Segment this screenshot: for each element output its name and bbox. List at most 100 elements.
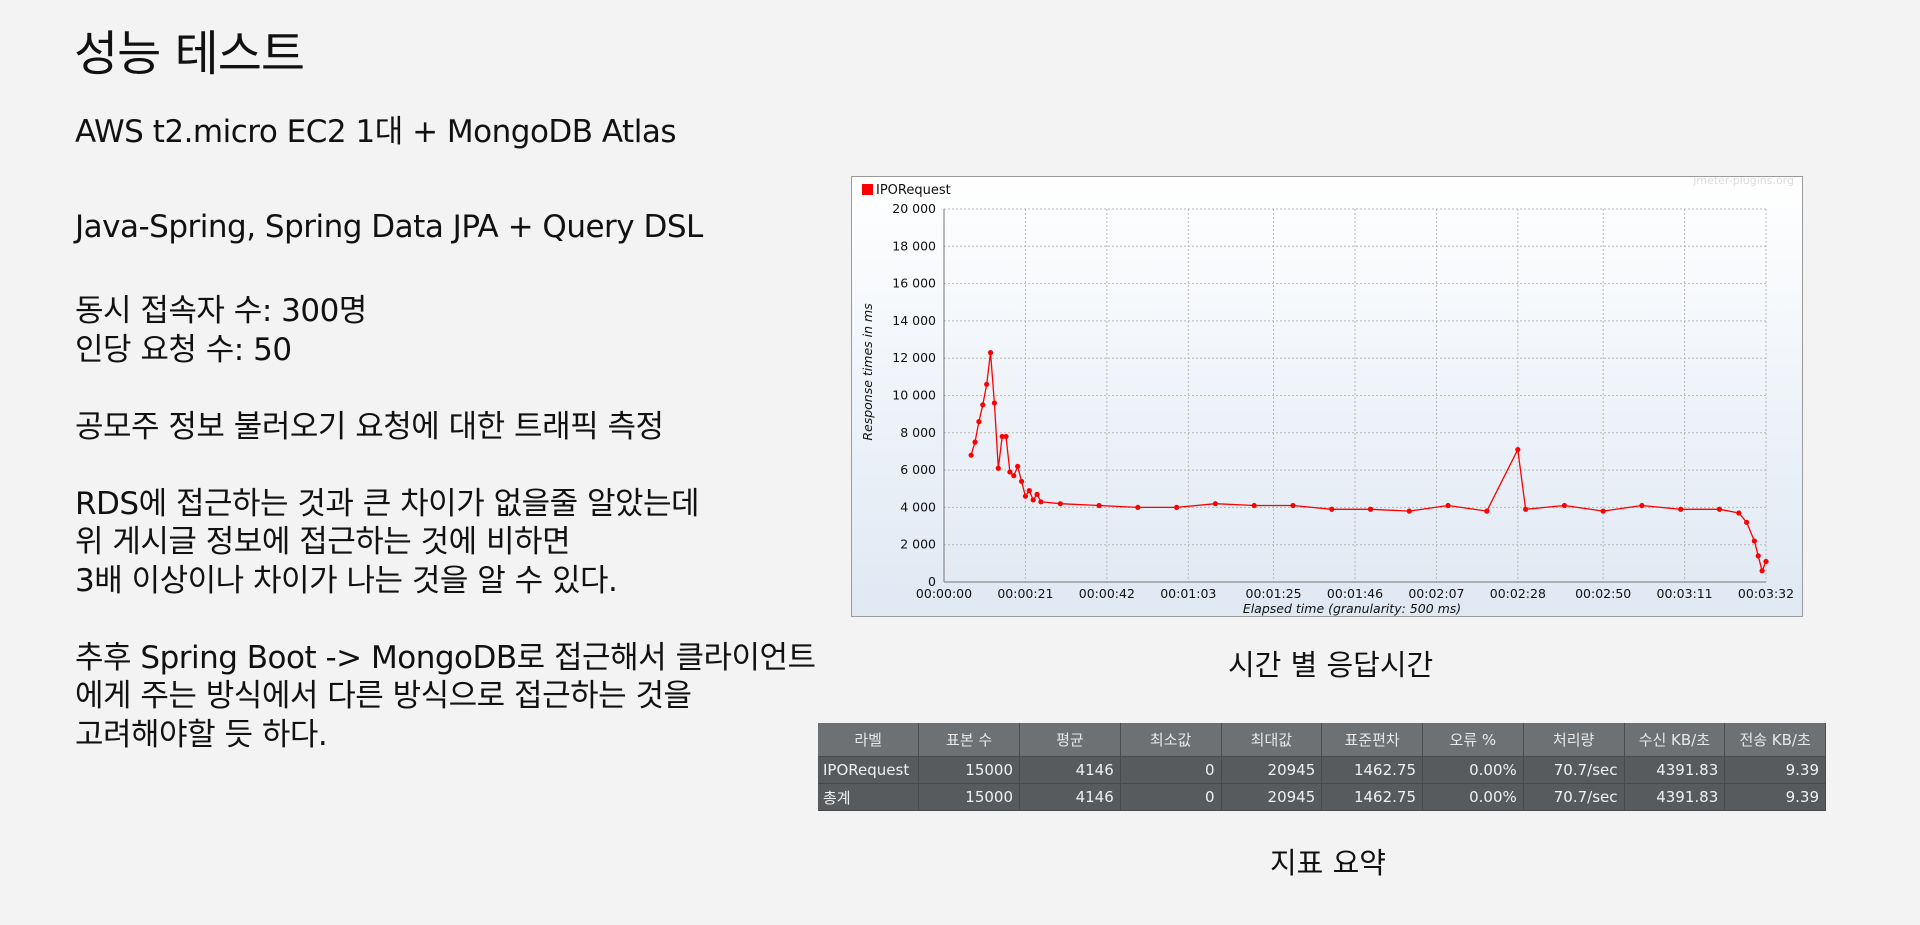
finding-line-1: RDS에 접근하는 것과 큰 차이가 없을줄 알았는데: [75, 486, 700, 522]
data-point: [1484, 508, 1490, 514]
table-cell: 1462.75: [1321, 756, 1423, 784]
table-cell: 총계: [818, 783, 920, 811]
data-point: [984, 381, 990, 387]
response-time-chart: jmeter-plugins.org IPORequest 0 2 000 4 00…: [851, 176, 1803, 617]
data-point: [1523, 506, 1529, 512]
table-cell: 0.00%: [1422, 783, 1524, 811]
data-point: [1744, 519, 1750, 525]
y-tick-label: 14 000: [892, 313, 936, 328]
table-header-row: 라벨 표본 수 평균 최소값 최대값 표준편차 오류 % 처리량 수신 KB/초 전송 KB/초: [818, 723, 1826, 757]
table-header-cell: 표본 수: [918, 723, 1020, 757]
table-cell: 20945: [1221, 756, 1323, 784]
chart-background: [852, 177, 1802, 616]
data-point: [1022, 493, 1029, 499]
requests-per-user-line: 인당 요청 수: 50: [75, 332, 292, 368]
data-point: [1736, 510, 1742, 516]
table-cell: 15000: [918, 783, 1020, 811]
data-point: [999, 433, 1005, 440]
chart-watermark: jmeter-plugins.org: [1692, 177, 1794, 187]
data-point: [972, 439, 978, 445]
data-point: [1030, 497, 1036, 503]
finding-line-3: 3배 이상이나 차이가 나는 것을 알 수 있다.: [75, 563, 618, 599]
legend-swatch: [862, 184, 873, 195]
x-tick-label: 00:01:03: [1160, 586, 1216, 601]
x-tick-label: 00:00:00: [916, 586, 972, 601]
y-tick-label: 18 000: [892, 238, 936, 253]
table-cell: 15000: [918, 756, 1020, 784]
table-header-cell: 표준편차: [1321, 723, 1423, 757]
data-point: [1011, 473, 1017, 479]
data-point: [1003, 433, 1009, 440]
data-point: [1759, 568, 1765, 574]
y-tick-label: 16 000: [892, 276, 936, 291]
data-point: [1038, 499, 1044, 505]
data-point: [995, 465, 1001, 471]
data-point: [1561, 502, 1567, 509]
x-tick-label: 00:00:42: [1079, 586, 1135, 601]
data-point: [1096, 502, 1102, 509]
data-point: [1026, 488, 1032, 494]
data-point: [1290, 502, 1296, 509]
data-point: [1406, 508, 1412, 514]
data-point: [1639, 502, 1645, 509]
x-tick-label: 00:03:11: [1657, 586, 1713, 601]
table-cell: 4391.83: [1624, 756, 1726, 784]
measurement-line: 공모주 정보 불러오기 요청에 대한 트래픽 측정: [75, 409, 664, 445]
table-header-cell: 전송 KB/초: [1724, 723, 1826, 757]
data-point: [1015, 463, 1021, 469]
y-tick-label: 2 000: [900, 537, 936, 552]
chart-svg: jmeter-plugins.org IPORequest 0 2 000 4 00…: [852, 177, 1802, 616]
data-point: [1135, 504, 1141, 510]
data-point: [976, 419, 982, 425]
data-point: [1445, 502, 1451, 509]
table-row: 총계 15000 4146 0 20945 1462.75 0.00% 70.7/sec 439…: [818, 783, 1826, 811]
table-header-cell: 최소값: [1120, 723, 1222, 757]
table-cell: IPORequest: [818, 756, 920, 784]
y-tick-label: 20 000: [892, 201, 936, 216]
data-point: [1755, 553, 1761, 559]
x-tick-label: 00:01:25: [1246, 586, 1302, 601]
x-tick-label: 00:01:46: [1327, 586, 1383, 601]
x-tick-label: 00:02:07: [1408, 586, 1464, 601]
data-point: [1367, 506, 1374, 512]
data-point: [1515, 446, 1521, 453]
data-point: [1034, 491, 1040, 497]
y-tick-label: 12 000: [892, 350, 936, 365]
plan-line-1: 추후 Spring Boot -> MongoDB로 접근해서 클라이언트: [75, 640, 816, 676]
table-cell: 0: [1120, 756, 1222, 784]
y-tick-label: 0: [928, 574, 936, 589]
table-cell: 0: [1120, 783, 1222, 811]
data-point: [991, 400, 998, 406]
data-point: [1600, 508, 1606, 514]
table-cell: 4391.83: [1624, 783, 1726, 811]
data-point: [1174, 504, 1180, 510]
table-cell: 9.39: [1724, 756, 1826, 784]
y-tick-label: 10 000: [892, 388, 936, 403]
x-axis-label: Elapsed time (granularity: 500 ms): [1243, 601, 1461, 616]
data-point: [968, 452, 974, 458]
data-point: [1716, 506, 1723, 512]
data-point: [1007, 469, 1013, 475]
x-tick-label: 00:02:28: [1490, 586, 1546, 601]
chart-caption: 시간 별 응답시간: [1228, 648, 1434, 682]
legend-label: IPORequest: [876, 183, 951, 198]
table-header-cell: 처리량: [1523, 723, 1625, 757]
table-header-cell: 수신 KB/초: [1624, 723, 1726, 757]
table-cell: 0.00%: [1422, 756, 1524, 784]
y-tick-label: 6 000: [900, 462, 936, 477]
x-tick-label: 00:00:21: [997, 586, 1053, 601]
table-caption: 지표 요약: [1270, 846, 1386, 880]
y-tick-label: 8 000: [900, 425, 936, 440]
table-header-cell: 라벨: [818, 723, 920, 757]
plan-line-3: 고려해야할 듯 하다.: [75, 717, 328, 753]
data-point: [980, 402, 986, 408]
data-point: [1057, 501, 1063, 507]
x-tick-label: 00:02:50: [1575, 586, 1631, 601]
table-header-cell: 최대값: [1221, 723, 1323, 757]
data-point: [1212, 501, 1219, 507]
table-header-cell: 오류 %: [1422, 723, 1524, 757]
env-line: AWS t2.micro EC2 1대 + MongoDB Atlas: [75, 114, 676, 150]
table-cell: 4146: [1019, 783, 1121, 811]
table-row: IPORequest 15000 4146 0 20945 1462.75 0.00% 70.…: [818, 756, 1826, 784]
data-point: [1763, 558, 1769, 565]
